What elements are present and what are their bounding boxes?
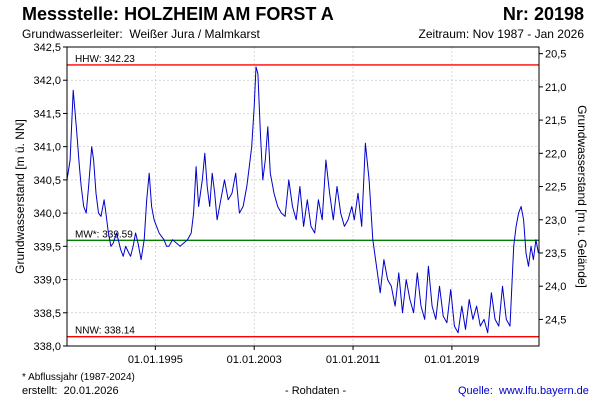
- y-tick-label: 339,5: [33, 241, 61, 253]
- y2-tick-label: 22,0: [545, 148, 566, 160]
- reference-line-label: HHW: 342.23: [75, 54, 135, 65]
- y-tick-label: 342,5: [33, 42, 61, 54]
- source-link[interactable]: Quelle: www.lfu.bayern.de: [458, 385, 589, 397]
- y-tick-label: 341,5: [33, 108, 61, 120]
- y2-tick-label: 20,5: [545, 49, 566, 61]
- period-line: Zeitraum: Nov 1987 - Jan 2026: [419, 27, 584, 41]
- aquifer-line: Grundwasserleiter: Weißer Jura / Malmkar…: [22, 27, 260, 41]
- created-label: erstellt:: [22, 385, 58, 397]
- period-label: Zeitraum:: [418, 27, 470, 41]
- rawdata-note: - Rohdaten -: [285, 385, 347, 397]
- y-tick-label: 340,5: [33, 175, 61, 187]
- source-label: Quelle:: [458, 385, 493, 397]
- nr-label: Nr:: [502, 4, 529, 24]
- footnote: * Abflussjahr (1987-2024): [22, 372, 135, 383]
- reference-line-label: NNW: 338.14: [75, 326, 135, 337]
- plot-area: [67, 47, 539, 346]
- title-label: Messstelle:: [22, 4, 120, 24]
- station-name: HOLZHEIM AM FORST A: [124, 4, 334, 24]
- y2-axis-label: Grundwasserstand [m u. Gelände]: [575, 105, 589, 288]
- y-tick-label: 341,0: [33, 142, 61, 154]
- y2-tick-label: 24,0: [545, 281, 566, 293]
- y-axis-label: Grundwasserstand [m ü. NN]: [13, 119, 27, 274]
- plot-frame: [66, 46, 540, 347]
- y2-tick-label: 21,0: [545, 82, 566, 94]
- nr-value: 20198: [533, 4, 584, 24]
- aquifer-label: Grundwasserleiter:: [22, 27, 123, 41]
- created-date: 20.01.2026: [63, 385, 119, 397]
- y-tick-label: 339,0: [33, 275, 61, 287]
- period-value: Nov 1987 - Jan 2026: [472, 27, 584, 41]
- x-tick-label: 01.01.1995: [128, 354, 183, 366]
- aquifer-value: Weißer Jura / Malmkarst: [129, 27, 260, 41]
- created-line: erstellt: 20.01.2026: [22, 385, 119, 397]
- x-tick-label: 01.01.2011: [326, 354, 380, 366]
- reference-line-label: MW*: 339.59: [75, 229, 133, 240]
- y2-tick-label: 24,5: [545, 314, 566, 326]
- x-tick-label: 01.01.2003: [227, 354, 282, 366]
- y-tick-label: 338,5: [33, 308, 61, 320]
- series-line: [66, 66, 539, 334]
- y2-tick-label: 23,0: [545, 215, 566, 227]
- y2-tick-label: 21,5: [545, 115, 566, 127]
- source-url: www.lfu.bayern.de: [498, 385, 589, 397]
- y-tick-label: 342,0: [33, 75, 61, 87]
- station-number: Nr: 20198: [503, 4, 584, 25]
- page-title: Messstelle: HOLZHEIM AM FORST A: [22, 4, 334, 25]
- x-tick-label: 01.01.2019: [424, 354, 479, 366]
- y2-tick-label: 22,5: [545, 182, 566, 194]
- y-tick-label: 338,0: [33, 341, 61, 353]
- y2-tick-label: 23,5: [545, 248, 566, 260]
- y-tick-label: 340,0: [33, 208, 61, 220]
